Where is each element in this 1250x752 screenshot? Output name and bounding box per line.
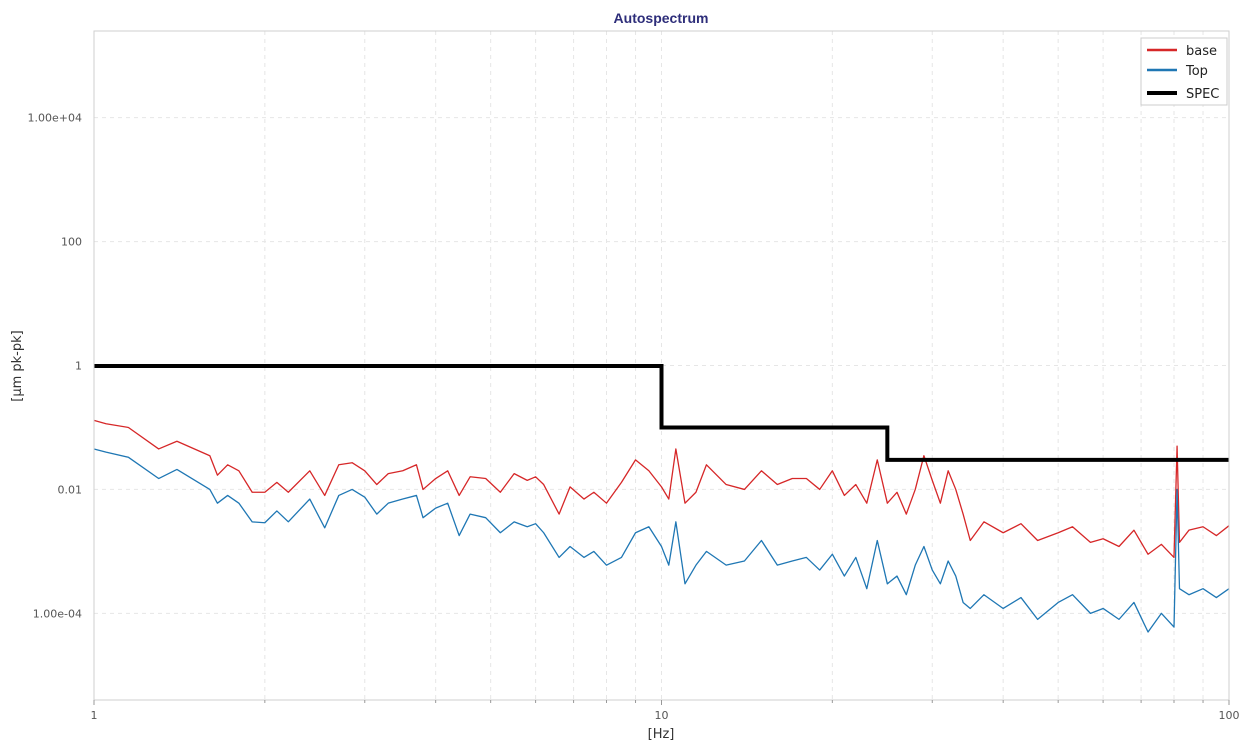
series-line-top <box>93 448 1230 633</box>
legend-label: base <box>1186 44 1217 59</box>
legend-label: Top <box>1185 64 1208 79</box>
series-line-base <box>93 419 1230 559</box>
legend-label: SPEC <box>1186 87 1219 102</box>
y-tick-label: 0.01 <box>58 483 83 496</box>
x-ticks: 1 10 100 <box>91 700 1240 722</box>
y-tick-label: 1 <box>75 360 82 373</box>
series-line-spec <box>94 364 1229 462</box>
grid <box>93 31 1229 700</box>
x-tick-label: 10 <box>655 709 669 722</box>
x-tick-label: 100 <box>1219 709 1240 722</box>
y-ticks: 1.00e-04 0.01 1 100 1.00e+04 <box>28 112 82 621</box>
legend: base Top SPEC <box>1140 37 1228 106</box>
y-tick-label: 1.00e-04 <box>33 607 82 620</box>
series-lines <box>93 364 1230 633</box>
y-tick-label: 1.00e+04 <box>28 112 82 125</box>
chart-title: Autospectrum <box>614 10 709 26</box>
y-tick-label: 100 <box>61 236 82 249</box>
x-axis-label: [Hz] <box>648 727 675 742</box>
x-tick-label: 1 <box>91 709 98 722</box>
y-axis-label: [µm pk-pk] <box>10 330 25 401</box>
